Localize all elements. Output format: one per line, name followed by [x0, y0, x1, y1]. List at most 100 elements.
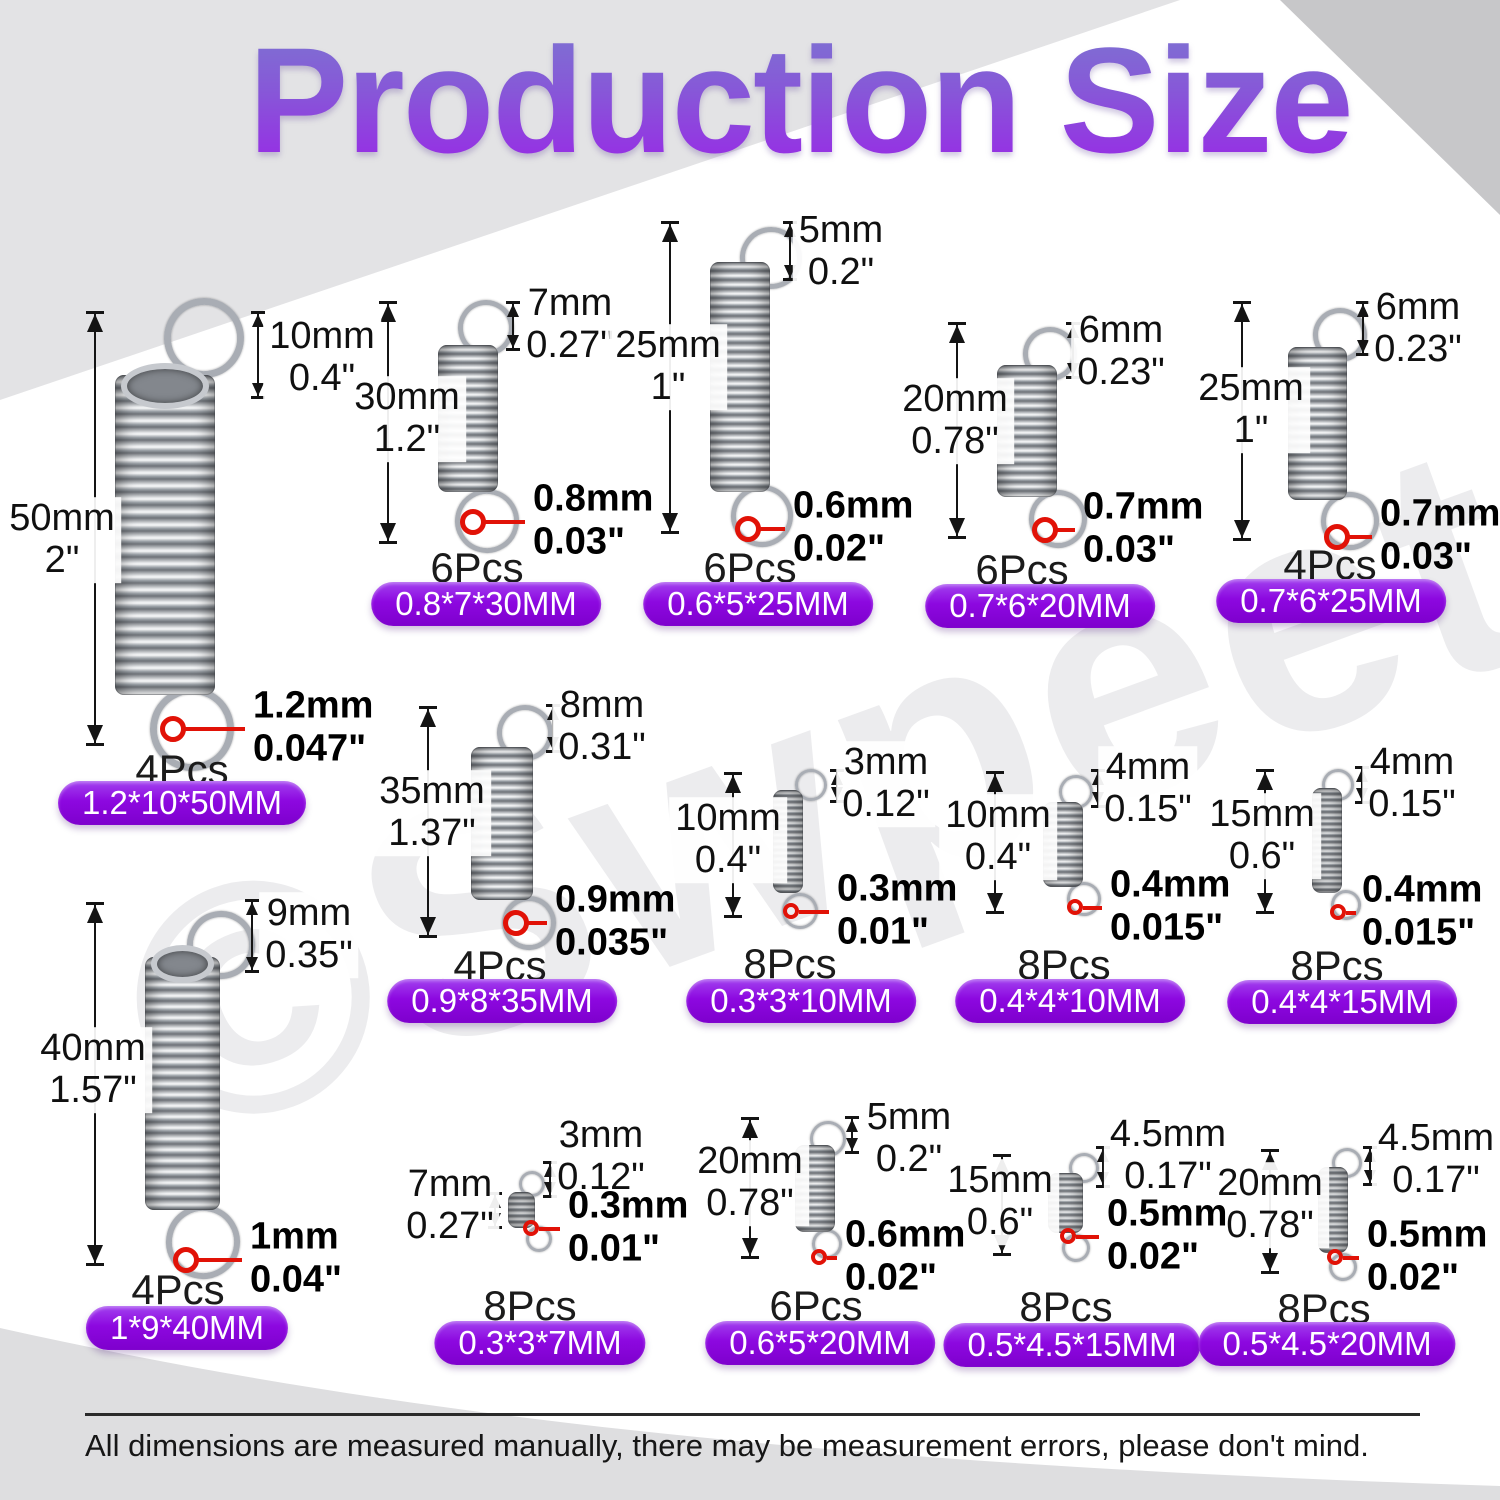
wire-label-mm: 0.7mm [1380, 492, 1500, 535]
wire-callout-line [759, 527, 785, 531]
wire-diameter-ring-icon [1032, 517, 1058, 543]
wire-diameter-ring-icon [735, 516, 761, 542]
loop-label: 4mm 0.15" [1362, 741, 1462, 827]
loop-dimension-arrow [245, 899, 259, 973]
height-label-inch: 0.27" [406, 1205, 494, 1247]
size-badge: 0.3*3*7MM [434, 1321, 646, 1365]
arrow-cap [506, 348, 520, 351]
wire-diameter-ring-icon [1060, 1228, 1076, 1244]
wire-label: 0.4mm 0.015" [1110, 863, 1230, 948]
arrow-head-icon [507, 304, 519, 317]
arrow-cap [1261, 1271, 1279, 1274]
wire-diameter-ring-icon [811, 1249, 827, 1265]
arrow-head-icon [725, 775, 741, 793]
wire-label-inch: 0.03" [1380, 535, 1472, 577]
loop-label-inch: 0.27" [526, 324, 614, 366]
loop-dimension-arrow [1356, 301, 1370, 356]
wire-label-mm: 0.4mm [1110, 863, 1231, 906]
wire-callout-line [1056, 528, 1075, 532]
loop-label-mm: 9mm [266, 892, 352, 935]
size-badge: 0.6*5*25MM [643, 582, 873, 626]
wire-label-inch: 0.015" [1110, 906, 1224, 948]
wire-callout-line [1343, 1256, 1359, 1260]
wire-callout-line [827, 1256, 837, 1260]
height-label-mm: 35mm [379, 770, 485, 813]
arrow-cap [86, 1263, 104, 1266]
loop-label-inch: 0.12" [557, 1156, 645, 1198]
arrow-head-icon [380, 304, 396, 322]
height-label-inch: 1.37" [388, 812, 476, 854]
height-label-inch: 1" [650, 366, 686, 408]
size-badge: 0.5*4.5*20MM [1198, 1322, 1456, 1366]
height-label-inch: 0.78" [1226, 1204, 1314, 1246]
loop-dimension-arrow [1363, 1146, 1377, 1186]
wire-label-mm: 0.4mm [1362, 868, 1483, 911]
wire-callout-line [197, 1258, 242, 1262]
wire-label-mm: 0.6mm [845, 1213, 966, 1256]
arrow-head-icon [507, 335, 519, 348]
wire-diameter-ring-icon [523, 1220, 539, 1236]
arrow-cap [1233, 301, 1251, 304]
arrow-head-icon [662, 513, 678, 531]
loop-label-inch: 0.2" [807, 251, 875, 293]
arrow-cap [845, 1151, 859, 1154]
loop-label: 5mm 0.2" [860, 1096, 958, 1182]
arrow-cap [948, 536, 966, 539]
arrow-head-icon [987, 774, 1003, 792]
loop-label-mm: 4mm [1105, 746, 1191, 789]
arrow-cap [1356, 353, 1370, 356]
wire-label-inch: 0.02" [1367, 1256, 1459, 1298]
loop-label-mm: 6mm [1375, 286, 1461, 329]
arrow-cap [1096, 1146, 1110, 1149]
arrow-head-icon [252, 314, 264, 327]
arrow-head-icon [87, 905, 103, 923]
arrow-head-icon [1257, 772, 1273, 790]
arrow-head-icon [987, 893, 1003, 911]
wire-callout-line [484, 520, 525, 524]
arrow-head-icon [380, 523, 396, 541]
arrow-cap [1256, 911, 1274, 914]
height-label: 20mm 0.78" [1211, 1162, 1329, 1248]
wire-label: 0.7mm 0.03" [1380, 492, 1500, 577]
loop-label-inch: 0.23" [1374, 328, 1462, 370]
loop-label: 3mm 0.12" [551, 1114, 651, 1200]
height-label-inch: 2" [44, 539, 80, 581]
size-badge: 1.2*10*50MM [58, 781, 306, 825]
spring-coil [145, 957, 220, 1210]
height-label-mm: 15mm [1209, 793, 1315, 836]
wire-diameter-ring-icon [160, 716, 186, 742]
bottom-gray-swoosh [0, 1328, 1500, 1500]
height-label: 20mm 0.78" [691, 1140, 809, 1226]
arrow-cap [543, 1161, 557, 1164]
arrow-cap [741, 1117, 759, 1120]
arrow-cap [1256, 769, 1274, 772]
arrow-head-icon [846, 1119, 858, 1132]
loop-label-inch: 0.35" [265, 934, 353, 976]
height-label-inch: 0.78" [911, 420, 999, 462]
wire-label-inch: 0.01" [568, 1227, 660, 1269]
wire-label-inch: 0.03" [533, 520, 625, 562]
arrow-cap [783, 278, 797, 281]
loop-dimension-arrow [845, 1116, 859, 1154]
size-badge: 0.6*5*20MM [705, 1321, 935, 1365]
wire-callout-line [1348, 535, 1372, 539]
arrow-cap [379, 541, 397, 544]
height-label: 7mm 0.27" [400, 1163, 500, 1249]
arrow-cap [1261, 1149, 1279, 1152]
height-label: 10mm 0.4" [939, 794, 1057, 880]
loop-label-mm: 7mm [527, 282, 613, 325]
loop-label: 6mm 0.23" [1368, 286, 1468, 372]
wire-label-mm: 1.2mm [253, 684, 374, 727]
height-label-inch: 1" [1233, 409, 1269, 451]
loop-label-inch: 0.31" [558, 726, 646, 768]
spring-coil-opening [121, 363, 209, 409]
loop-label: 9mm 0.35" [259, 892, 359, 978]
arrow-cap [661, 531, 679, 534]
loop-label-mm: 6mm [1078, 309, 1164, 352]
height-label: 40mm 1.57" [34, 1027, 152, 1113]
height-label-inch: 1.57" [49, 1069, 137, 1111]
height-label-mm: 20mm [1217, 1162, 1323, 1205]
height-label: 30mm 1.2" [348, 376, 466, 462]
height-label-inch: 0.6" [1228, 835, 1296, 877]
